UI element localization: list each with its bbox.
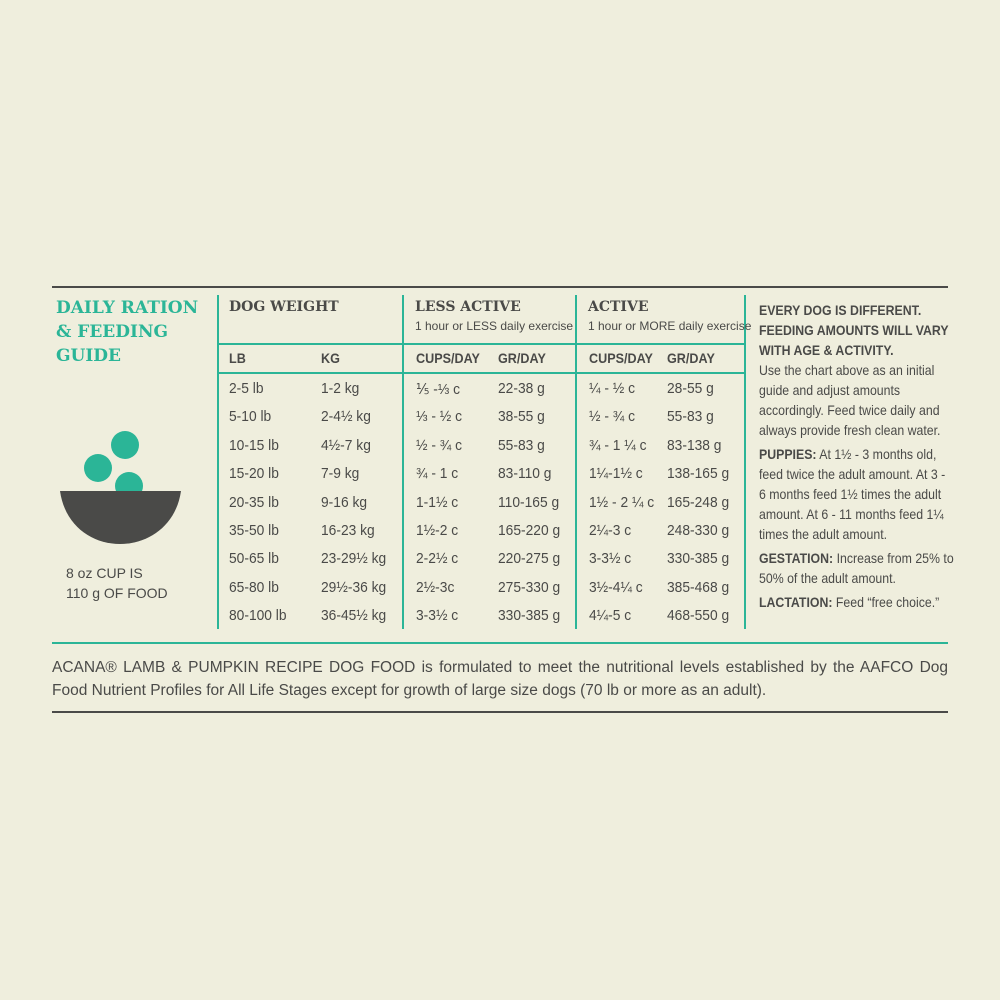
cell-active-cups: 3-3½ c	[589, 550, 632, 568]
less-active-header: LESS ACTIVE	[415, 299, 521, 315]
column-divider	[744, 295, 746, 629]
lactation-text: Feed “free choice.”	[835, 594, 940, 610]
cell-active-gr: 28-55 g	[667, 380, 714, 397]
cell-less-active-gr: 55-83 g	[498, 436, 545, 454]
cell-lb: 50-65 lb	[229, 550, 279, 568]
cell-less-active-cups: 1½-2 c	[416, 522, 459, 539]
cell-kg: 36-45½ kg	[321, 607, 387, 625]
cup-note: 8 oz CUP IS 110 g OF FOOD	[66, 563, 168, 603]
cell-lb: 35-50 lb	[229, 522, 279, 539]
cell-less-active-cups: ⅓ - ½ c	[416, 408, 463, 426]
cell-less-active-gr: 165-220 g	[498, 522, 561, 539]
gestation-label: GESTATION:	[759, 550, 834, 566]
less-active-cups-header: CUPS/DAY	[416, 350, 480, 366]
cell-lb: 20-35 lb	[229, 493, 279, 511]
cell-active-gr: 55-83 g	[667, 408, 714, 426]
cell-less-active-gr: 38-55 g	[498, 408, 545, 426]
cell-active-cups: 2¼-3 c	[589, 522, 632, 539]
cell-less-active-gr: 220-275 g	[498, 550, 561, 568]
lactation-label: LACTATION:	[759, 594, 833, 610]
cell-kg: 9-16 kg	[321, 493, 368, 511]
cell-active-gr: 165-248 g	[667, 493, 730, 511]
cell-active-gr: 248-330 g	[667, 522, 730, 539]
cell-less-active-gr: 110-165 g	[498, 493, 560, 511]
cell-less-active-cups: ⅕ -⅓ c	[416, 381, 461, 398]
cell-active-gr: 138-165 g	[667, 465, 730, 483]
subheader-divider	[218, 372, 745, 374]
cell-active-cups: ¾ - 1 ¼ c	[589, 436, 647, 454]
less-active-gr-header: GR/DAY	[498, 350, 546, 366]
column-divider	[217, 295, 219, 629]
cell-kg: 29½-36 kg	[321, 578, 387, 596]
active-subtitle: 1 hour or MORE daily exercise	[588, 319, 752, 333]
puppies-label: PUPPIES:	[759, 446, 817, 462]
cup-note-line: 8 oz CUP IS	[66, 565, 143, 581]
cell-active-gr: 330-385 g	[667, 550, 730, 568]
cell-kg: 23-29½ kg	[321, 550, 387, 568]
active-cups-header: CUPS/DAY	[589, 350, 653, 366]
cell-active-cups: ½ - ¾ c	[589, 408, 636, 426]
cell-less-active-cups: 2½-3c	[416, 578, 455, 596]
cell-less-active-cups: 2-2½ c	[416, 550, 459, 568]
cell-less-active-gr: 83-110 g	[498, 465, 552, 483]
cell-lb: 65-80 lb	[229, 578, 279, 596]
cell-lb: 10-15 lb	[229, 436, 279, 454]
notes-heading: EVERY DOG IS DIFFERENT. FEEDING AMOUNTS …	[759, 302, 949, 358]
cell-less-active-gr: 22-38 g	[498, 380, 545, 397]
cell-less-active-gr: 330-385 g	[498, 607, 561, 625]
cell-active-gr: 83-138 g	[667, 436, 722, 454]
active-gr-header: GR/DAY	[667, 350, 715, 366]
cell-active-cups: 1½ - 2 ¼ c	[589, 493, 655, 511]
cell-lb: 2-5 lb	[229, 380, 264, 397]
dog-weight-header: DOG WEIGHT	[229, 299, 339, 315]
cell-kg: 7-9 kg	[321, 465, 360, 483]
bottom-rule	[52, 711, 948, 713]
cell-active-gr: 385-468 g	[667, 578, 730, 596]
less-active-subtitle: 1 hour or LESS daily exercise	[415, 319, 574, 333]
cell-active-cups: 1¼-1½ c	[589, 465, 643, 483]
top-rule	[52, 286, 948, 288]
cell-kg: 1-2 kg	[321, 380, 360, 397]
active-header: ACTIVE	[588, 299, 649, 315]
cell-active-gr: 468-550 g	[667, 607, 730, 625]
footer-divider	[52, 642, 948, 644]
cell-active-cups: 3½-4¼ c	[589, 578, 643, 596]
notes-intro: Use the chart above as an initial guide …	[759, 362, 941, 438]
cup-note-line: 110 g OF FOOD	[66, 585, 168, 601]
cell-kg: 4½-7 kg	[321, 436, 371, 454]
gestation-text: Increase from 25% to 50% of the adult am…	[759, 550, 954, 586]
kg-header: KG	[321, 350, 340, 366]
cell-lb: 5-10 lb	[229, 408, 272, 426]
cell-less-active-gr: 275-330 g	[498, 578, 561, 596]
cell-kg: 16-23 kg	[321, 522, 375, 539]
column-divider	[575, 295, 577, 629]
cell-less-active-cups: ¾ - 1 c	[416, 465, 459, 483]
puppies-text: At 1½ - 3 months old, feed twice the adu…	[759, 446, 946, 542]
aafco-statement: ACANA® LAMB & PUMPKIN RECIPE DOG FOOD is…	[52, 659, 948, 699]
column-divider	[402, 295, 404, 629]
cell-less-active-cups: 3-3½ c	[416, 607, 459, 625]
food-bowl-icon	[60, 431, 181, 544]
cell-lb: 15-20 lb	[229, 465, 279, 483]
cell-kg: 2-4½ kg	[321, 408, 371, 426]
cell-active-cups: 4¼-5 c	[589, 607, 632, 625]
cell-less-active-cups: 1-1½ c	[416, 493, 459, 511]
header-divider	[218, 343, 745, 345]
page-title: DAILY RATION & FEEDING GUIDE	[56, 298, 199, 366]
feeding-notes: EVERY DOG IS DIFFERENT. FEEDING AMOUNTS …	[759, 300, 954, 616]
cell-less-active-cups: ½ - ¾ c	[416, 436, 463, 454]
lb-header: LB	[229, 350, 246, 366]
cell-lb: 80-100 lb	[229, 607, 287, 625]
cell-active-cups: ¼ - ½ c	[589, 380, 636, 397]
